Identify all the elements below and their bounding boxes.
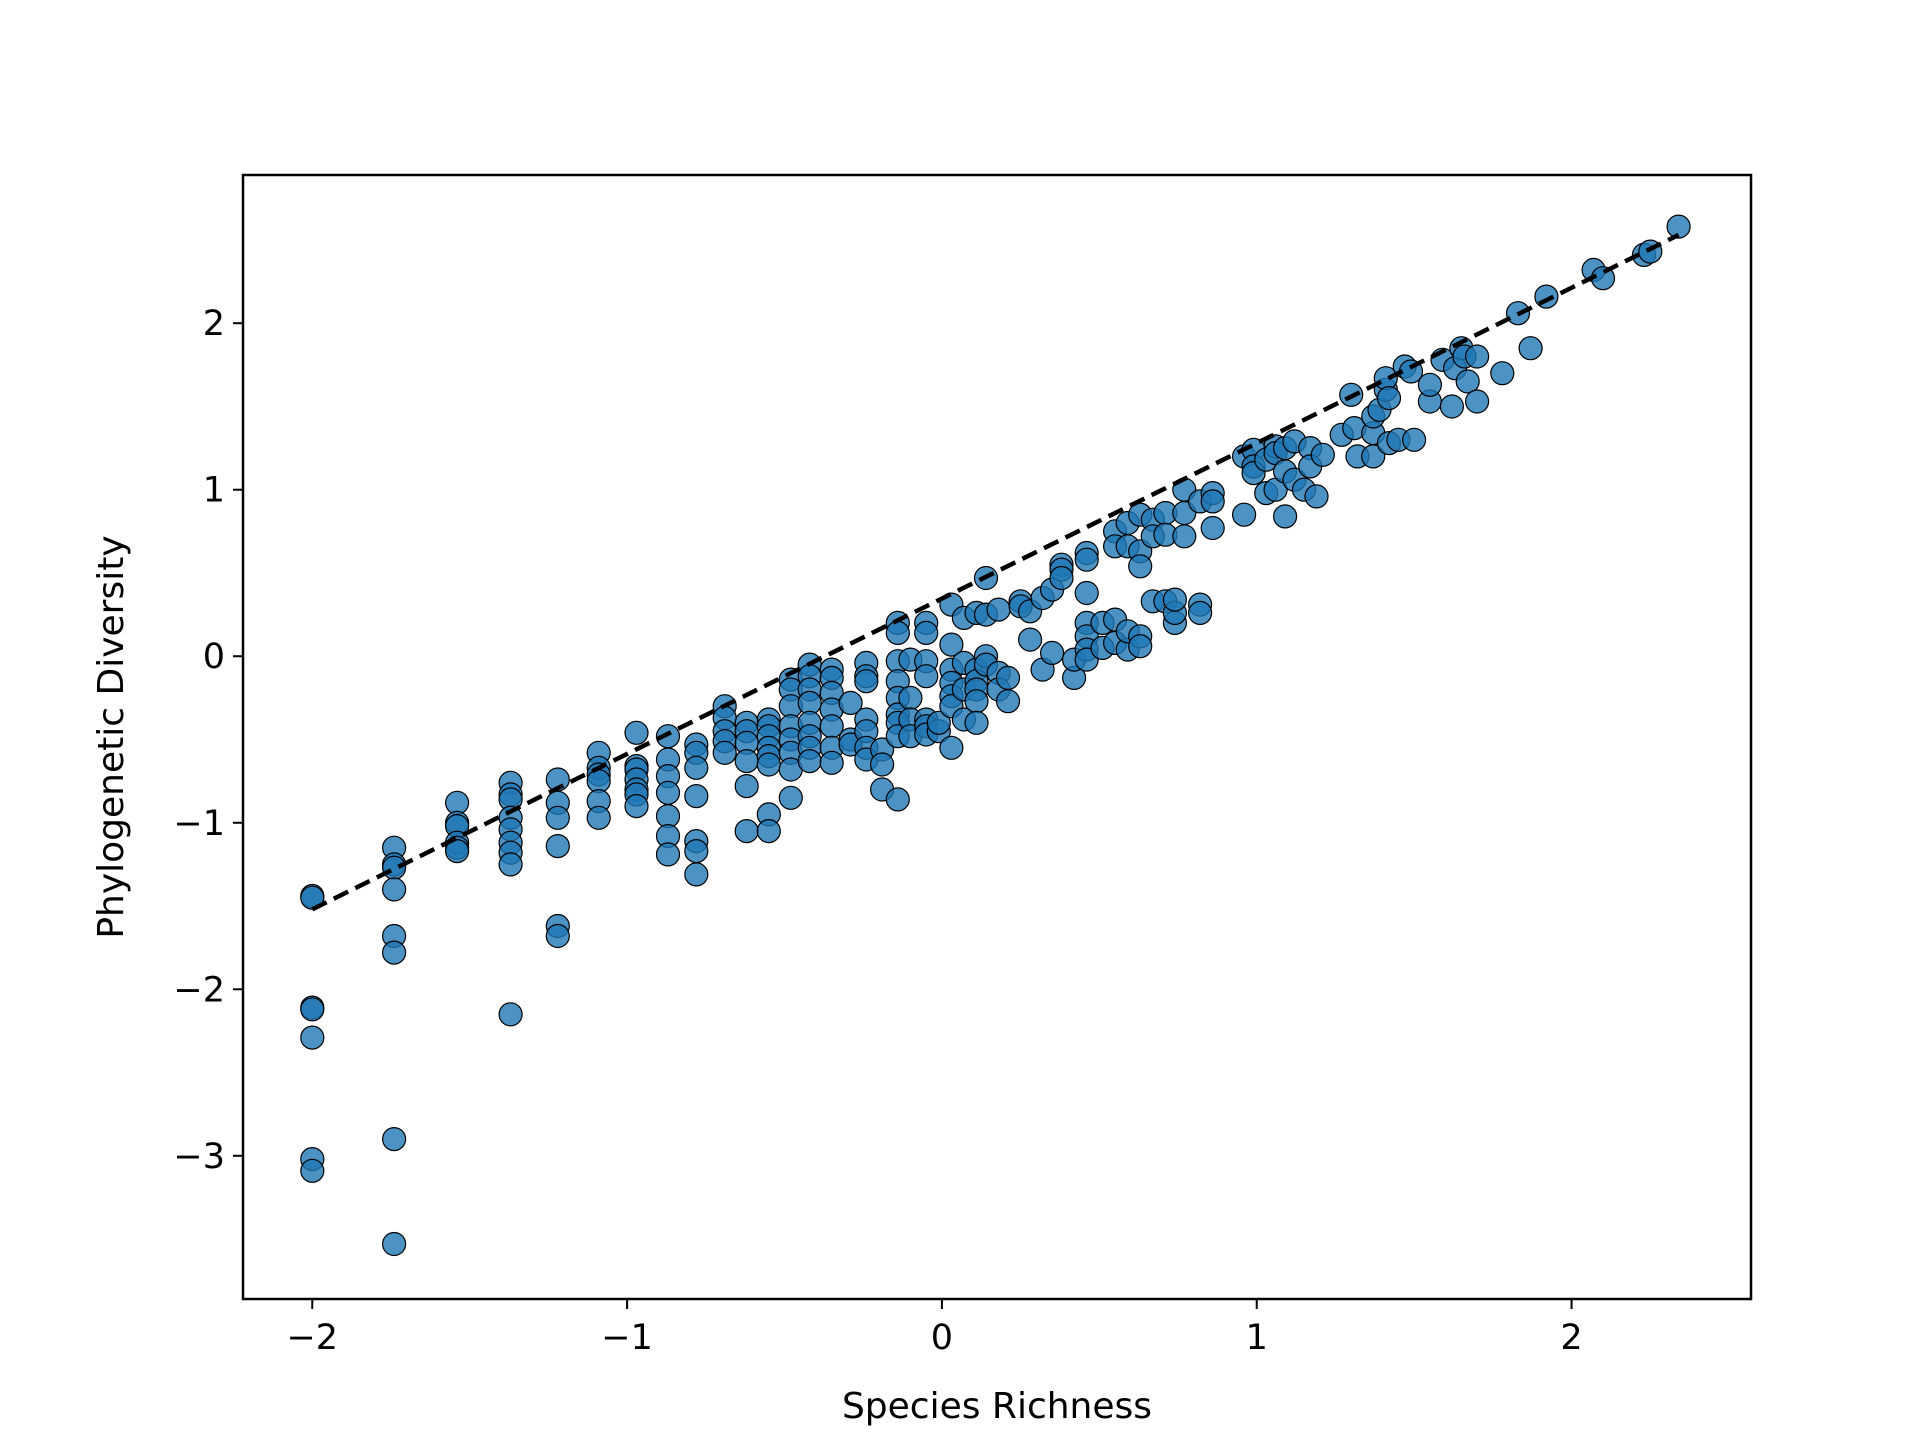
data-point	[1490, 361, 1515, 386]
x-tick-label: −2	[286, 1318, 338, 1358]
data-point	[854, 669, 879, 694]
data-point	[1304, 484, 1329, 509]
data-point	[995, 665, 1021, 691]
data-point	[1455, 369, 1480, 394]
data-point	[734, 773, 759, 799]
y-axis-label: Phylogenetic Diversity	[91, 535, 132, 938]
data-point	[995, 689, 1021, 714]
data-point	[624, 720, 649, 745]
data-point	[964, 689, 989, 714]
data-point	[1666, 214, 1691, 239]
data-point	[964, 710, 989, 735]
data-point	[684, 862, 709, 887]
data-point	[1361, 444, 1386, 469]
data-point	[1231, 502, 1257, 527]
data-point	[655, 780, 681, 805]
data-point	[712, 740, 737, 765]
data-point	[382, 1126, 407, 1152]
data-point	[734, 748, 759, 774]
y-axis: −3 −2 −1 0 1 2	[173, 304, 243, 1177]
data-point	[498, 852, 523, 877]
data-point	[655, 842, 681, 867]
data-point	[1376, 386, 1402, 411]
data-point	[382, 940, 407, 965]
plot-frame	[241, 173, 1753, 1301]
x-tick-label: 2	[1560, 1318, 1582, 1358]
x-axis: −2 −1 0 1 2	[286, 1299, 1583, 1358]
data-point	[300, 1025, 325, 1050]
data-point	[1128, 634, 1153, 659]
data-point	[1128, 554, 1153, 579]
y-tick-label: −2	[173, 970, 225, 1010]
points-layer	[300, 214, 1691, 1257]
data-point	[1464, 389, 1490, 414]
data-point	[1401, 427, 1427, 452]
y-tick-label: 0	[203, 637, 225, 677]
data-point	[838, 690, 863, 716]
data-point	[1017, 627, 1043, 652]
data-point	[1074, 580, 1099, 606]
data-point	[684, 783, 709, 809]
data-point	[382, 877, 407, 902]
data-point	[1162, 587, 1188, 612]
data-point	[939, 632, 964, 657]
data-point	[586, 805, 611, 830]
data-point	[1200, 515, 1225, 541]
data-point	[382, 1231, 407, 1257]
data-point	[300, 997, 325, 1022]
data-point	[545, 805, 570, 830]
data-point	[1310, 442, 1335, 467]
data-point	[1172, 524, 1197, 549]
data-point	[1187, 600, 1213, 626]
data-point	[819, 750, 844, 775]
data-point	[914, 664, 939, 689]
data-point	[445, 838, 470, 864]
trend-layer	[311, 232, 1680, 912]
data-point	[885, 787, 910, 812]
data-point	[1200, 489, 1225, 514]
data-point	[498, 1002, 523, 1027]
data-point	[624, 793, 649, 819]
data-point	[778, 785, 803, 810]
data-point	[300, 1158, 325, 1183]
data-point	[1074, 547, 1099, 572]
data-point	[382, 855, 407, 880]
x-tick-label: 0	[931, 1318, 953, 1358]
y-tick-label: 2	[203, 304, 225, 344]
y-tick-label: −1	[173, 804, 225, 844]
data-point	[545, 833, 570, 859]
data-point	[926, 710, 951, 735]
data-point	[545, 923, 570, 949]
data-point	[684, 838, 709, 864]
data-point	[1464, 344, 1490, 369]
data-point	[885, 620, 910, 646]
data-point	[1534, 284, 1559, 309]
data-point	[734, 818, 759, 844]
data-point	[1049, 565, 1074, 591]
x-tick-label: −1	[601, 1318, 653, 1358]
y-tick-label: 1	[203, 471, 225, 511]
data-point	[1272, 504, 1298, 529]
data-point	[1039, 640, 1065, 666]
data-point	[1417, 372, 1443, 397]
data-point	[756, 818, 781, 844]
trend-line	[311, 232, 1680, 912]
data-point	[797, 748, 822, 774]
data-point	[1518, 336, 1543, 361]
x-axis-label: Species Richness	[842, 1386, 1152, 1427]
x-tick-label: 1	[1246, 1318, 1268, 1358]
data-point	[684, 755, 709, 780]
data-point	[939, 735, 964, 760]
data-point	[898, 685, 923, 711]
data-point	[986, 597, 1011, 622]
data-point	[869, 752, 895, 777]
data-point	[1439, 394, 1465, 419]
y-tick-label: −3	[173, 1137, 225, 1177]
data-point	[756, 752, 781, 777]
data-point	[914, 620, 939, 646]
